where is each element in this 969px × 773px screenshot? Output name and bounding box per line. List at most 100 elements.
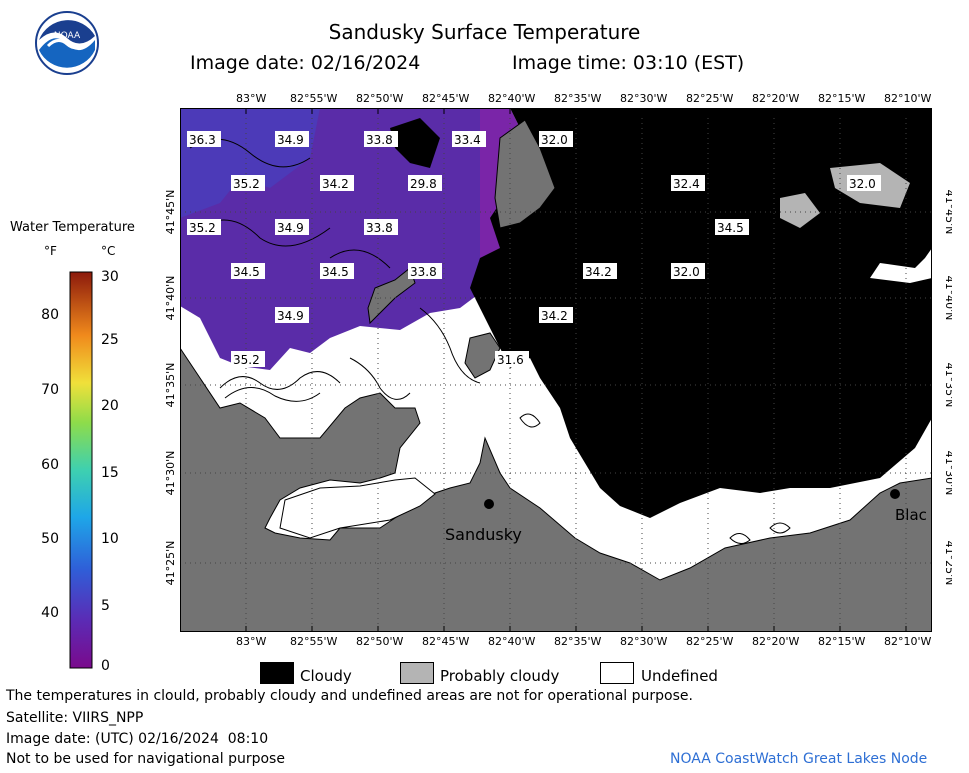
temp-label: 34.9 <box>277 221 304 235</box>
scale-f-50: 50 <box>41 531 59 547</box>
lat-label-right: 41°40'N <box>943 276 952 321</box>
unit-fahrenheit: °F <box>44 244 57 258</box>
lat-label-left: 41°45'N <box>164 190 177 235</box>
cloudy-swatch <box>260 662 294 684</box>
lon-label-top: 82°35'W <box>554 92 602 105</box>
lat-label-right: 41°30'N <box>943 451 952 496</box>
sandusky-marker <box>484 499 494 509</box>
utc-date-text: Image date: (UTC) 02/16/2024 08:10 <box>6 731 269 747</box>
lon-label-top: 82°55'W <box>290 92 338 105</box>
temp-label: 33.8 <box>366 133 393 147</box>
temp-label: 32.4 <box>673 177 700 191</box>
lon-label-top: 83°W <box>236 92 267 105</box>
temp-label: 34.9 <box>277 133 304 147</box>
temp-label: 32.0 <box>541 133 568 147</box>
land-island <box>494 119 556 229</box>
satellite-text: Satellite: VIIRS_NPP <box>6 710 144 726</box>
lon-label-top: 82°25'W <box>686 92 734 105</box>
land-island <box>464 332 501 379</box>
lat-label-right: 41°45'N <box>943 190 952 235</box>
scale-f-60: 60 <box>41 457 59 473</box>
temp-label: 31.6 <box>497 353 524 367</box>
lon-label-bottom: 82°15'W <box>818 635 866 648</box>
scale-f-40: 40 <box>41 605 59 621</box>
temp-label: 33.4 <box>454 133 481 147</box>
lon-label-bottom: 82°50'W <box>356 635 404 648</box>
temp-label: 36.3 <box>189 133 216 147</box>
undefined-label: Undefined <box>641 667 718 685</box>
probably-cloudy-area <box>780 193 820 228</box>
lon-label-top: 82°10'W <box>884 92 932 105</box>
lat-label-right: 41°35'N <box>943 363 952 408</box>
place-label-sandusky: Sandusky <box>445 525 522 544</box>
temp-label: 34.9 <box>277 309 304 323</box>
city-marker <box>890 489 900 499</box>
lon-label-bottom: 82°40'W <box>488 635 536 648</box>
temp-label: 33.8 <box>410 265 437 279</box>
probably-cloudy-label: Probably cloudy <box>440 667 560 685</box>
cloud-patch <box>390 118 440 168</box>
lon-label-top: 82°20'W <box>752 92 800 105</box>
undefined-swatch <box>600 662 634 684</box>
lon-label-bottom: 82°20'W <box>752 635 800 648</box>
temp-label: 35.2 <box>233 353 260 367</box>
navigation-note: Not to be used for navigational purpose <box>6 751 285 767</box>
unit-celsius: °C <box>101 244 116 258</box>
image-time: Image time: 03:10 (EST) <box>512 52 745 74</box>
temp-label: 34.5 <box>233 265 260 279</box>
land-area <box>180 347 932 632</box>
map-frame <box>180 108 932 632</box>
temp-label: 29.8 <box>410 177 437 191</box>
lon-label-bottom: 82°10'W <box>884 635 932 648</box>
lat-label-left: 41°30'N <box>164 451 177 496</box>
lon-label-bottom: 82°55'W <box>290 635 338 648</box>
lon-label-top: 82°40'W <box>488 92 536 105</box>
lon-label-bottom: 83°W <box>236 635 267 648</box>
lon-label-bottom: 82°30'W <box>620 635 668 648</box>
scale-f-70: 70 <box>41 382 59 398</box>
image-date: Image date: 02/16/2024 <box>190 52 421 74</box>
scale-c-25: 25 <box>101 332 119 348</box>
scale-f-80: 80 <box>41 307 59 323</box>
scale-c-10: 10 <box>101 531 119 547</box>
scale-c-5: 5 <box>101 598 110 614</box>
cloudy-label: Cloudy <box>300 667 352 685</box>
lon-label-top: 82°15'W <box>818 92 866 105</box>
temp-label: 35.2 <box>233 177 260 191</box>
lat-label-left: 41°35'N <box>164 363 177 408</box>
lon-label-top: 82°30'W <box>620 92 668 105</box>
temp-label: 34.5 <box>717 221 744 235</box>
undefined-bay <box>279 477 436 539</box>
cloud-patch <box>560 138 620 198</box>
disclaimer-text: The temperatures in clould, probably clo… <box>6 688 693 704</box>
page-title: Sandusky Surface Temperature <box>328 20 641 44</box>
lon-label-top: 82°45'W <box>422 92 470 105</box>
place-label-edge: Blac <box>895 506 927 524</box>
map-panel: Sandusky Blac 36.3 34.9 33.8 33.4 32.0 3… <box>180 108 932 632</box>
temp-label: 32.0 <box>673 265 700 279</box>
temp-label: 34.2 <box>541 309 568 323</box>
lat-labels-left: 41°45'N 41°40'N 41°35'N 41°30'N 41°25'N <box>164 190 177 586</box>
probably-cloudy-swatch <box>400 662 434 684</box>
lat-label-left: 41°40'N <box>164 276 177 321</box>
lat-label-right: 41°25'N <box>943 541 952 586</box>
temp-label: 34.2 <box>322 177 349 191</box>
legend-title: Water Temperature <box>10 220 135 235</box>
lon-label-bottom: 82°35'W <box>554 635 602 648</box>
scale-c-0: 0 <box>101 658 110 674</box>
temp-label: 34.5 <box>322 265 349 279</box>
credit-link[interactable]: NOAA CoastWatch Great Lakes Node <box>670 751 928 767</box>
lat-labels-right: 41°45'N 41°40'N 41°35'N 41°30'N 41°25'N <box>943 190 952 586</box>
lat-label-left: 41°25'N <box>164 541 177 586</box>
lon-label-top: 82°50'W <box>356 92 404 105</box>
scale-c-15: 15 <box>101 465 119 481</box>
color-scale-bar <box>69 271 93 669</box>
lon-label-bottom: 82°45'W <box>422 635 470 648</box>
graticule <box>180 108 932 632</box>
temp-label: 33.8 <box>366 221 393 235</box>
noaa-logo: NOAA <box>35 11 99 75</box>
scale-c-20: 20 <box>101 398 119 414</box>
temperature-labels: 36.3 34.9 33.8 33.4 32.0 35.2 34.2 29.8 … <box>187 131 881 367</box>
lon-label-bottom: 82°25'W <box>686 635 734 648</box>
temp-label: 34.2 <box>585 265 612 279</box>
